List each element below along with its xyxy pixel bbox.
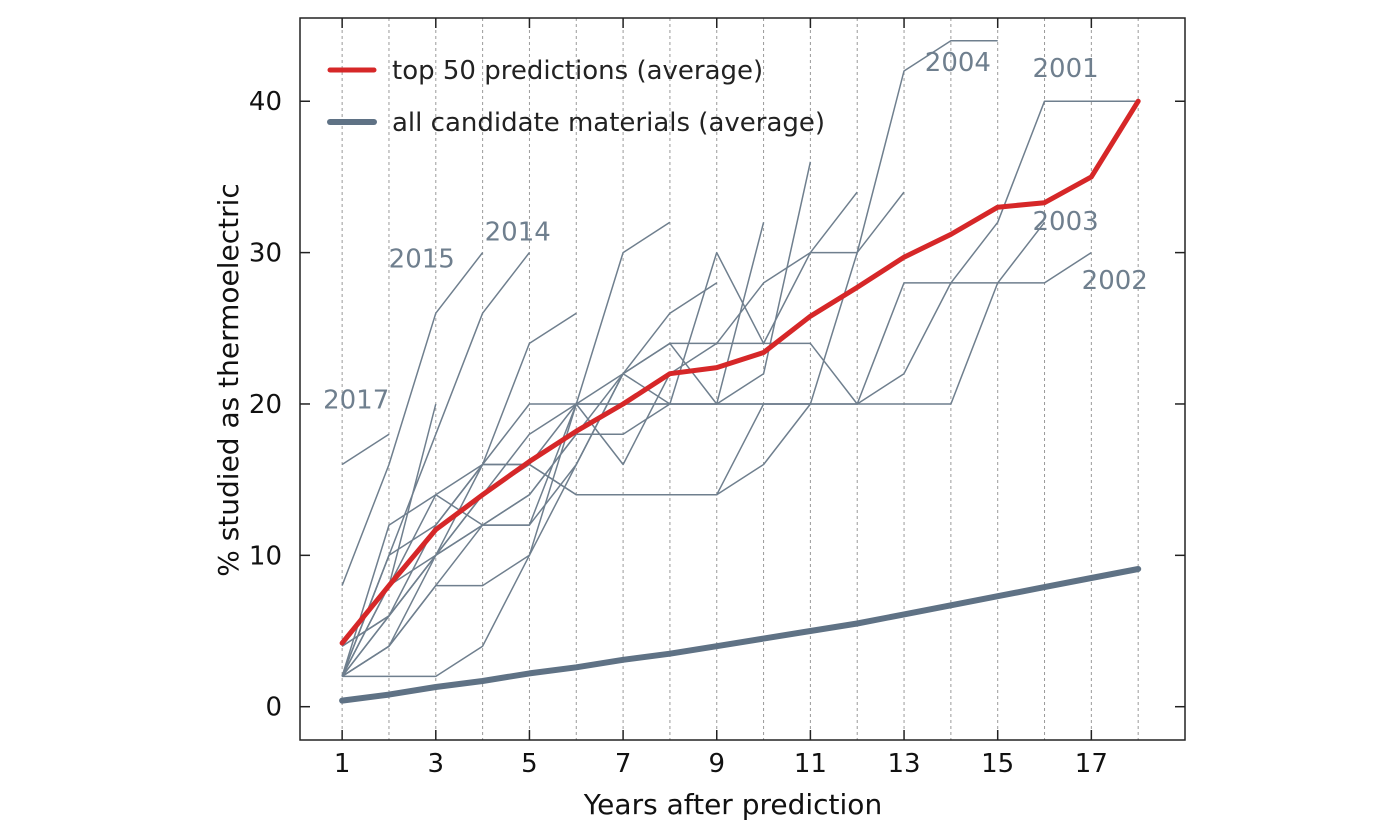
year-label-2001: 2001 <box>1033 54 1099 84</box>
year-label-2017: 2017 <box>323 386 389 416</box>
annual-series-line-14 <box>341 221 1046 677</box>
legend-label-2: all candidate materials (average) <box>392 108 825 138</box>
y-tick-label-20: 20 <box>249 390 282 420</box>
annual-series-line-8 <box>341 222 765 678</box>
legend-label-1: top 50 predictions (average) <box>392 56 763 86</box>
year-label-2002: 2002 <box>1082 266 1148 296</box>
x-tick-label-11: 11 <box>794 749 827 779</box>
x-tick-label-7: 7 <box>615 749 632 779</box>
year-label-2015: 2015 <box>389 245 455 275</box>
top50-average-line <box>339 98 1141 646</box>
legend: top 50 predictions (average) all candidat… <box>327 56 825 138</box>
x-tick-label-1: 1 <box>334 749 351 779</box>
annual-labels: 2017 2015 2014 2004 2003 2002 2001 <box>323 48 1148 416</box>
year-label-2003: 2003 <box>1033 207 1099 237</box>
annual-series-line-7 <box>342 282 718 678</box>
y-axis-label: % studied as thermoelectric <box>212 183 245 577</box>
x-axis-label: Years after prediction <box>583 788 882 821</box>
year-label-2004: 2004 <box>925 48 991 78</box>
x-tick-label-17: 17 <box>1075 749 1108 779</box>
x-tick-label-15: 15 <box>981 749 1014 779</box>
y-tick-label-0: 0 <box>265 693 282 723</box>
x-tick-label-5: 5 <box>521 749 538 779</box>
x-tick-label-3: 3 <box>428 749 445 779</box>
plot-border <box>299 17 1186 741</box>
annual-series-line-16 <box>341 100 1139 677</box>
annual-lines <box>341 39 1139 678</box>
annual-series-line-15 <box>341 251 1092 647</box>
annual-series-line-1 <box>341 433 390 466</box>
annual-series-line-2 <box>341 252 484 586</box>
all-candidates-average-line <box>339 566 1142 704</box>
x-tick-label-9: 9 <box>708 749 725 779</box>
plot-frame <box>299 17 1186 741</box>
grid <box>341 18 1139 740</box>
y-tick-label-10: 10 <box>249 541 282 571</box>
x-tick-label-13: 13 <box>888 749 921 779</box>
average-lines <box>339 98 1142 704</box>
y-tick-label-30: 30 <box>249 239 282 269</box>
year-label-2014: 2014 <box>485 218 551 248</box>
y-tick-label-40: 40 <box>249 87 282 117</box>
